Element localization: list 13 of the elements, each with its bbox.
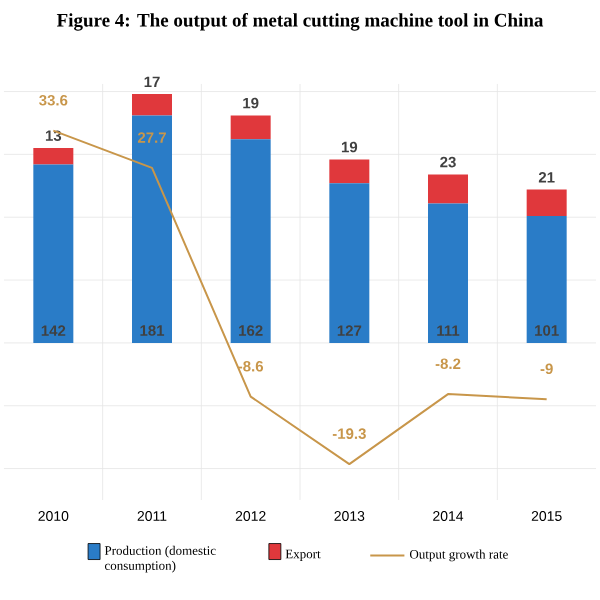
bar: [526, 215, 567, 343]
bar: [132, 115, 172, 343]
bar: [230, 139, 271, 343]
bar: [526, 189, 567, 216]
bar: [428, 174, 469, 204]
bar: [329, 183, 370, 343]
chart-title: Figure 4: The output of metal cutting machine tool in China: [56, 13, 544, 31]
bar: [230, 115, 271, 140]
bar: [428, 203, 469, 343]
bar: [132, 94, 172, 116]
bar: [33, 148, 74, 165]
bar: [33, 164, 74, 343]
bar: [329, 159, 370, 184]
